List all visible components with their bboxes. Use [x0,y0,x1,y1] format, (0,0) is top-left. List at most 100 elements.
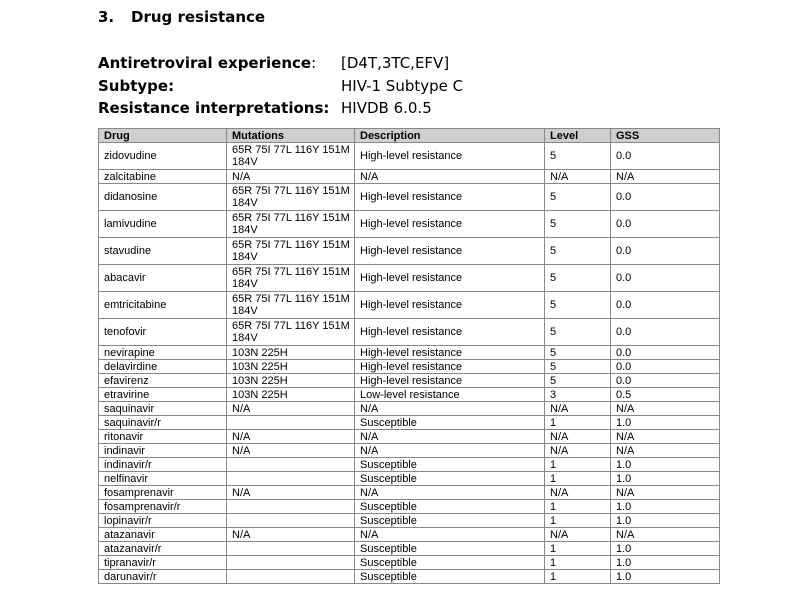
table-row: saquinavir N/A N/A N/A N/A [98,401,720,416]
cell-drug: abacavir [98,264,227,292]
cell-gss: 0.5 [610,387,720,402]
section-number: 3. [98,8,115,26]
cell-level: 1 [544,541,611,556]
cell-drug: darunavir/r [98,569,227,584]
cell-mutations [226,513,355,528]
info-row-subtype: Subtype: HIV-1 Subtype C [98,75,463,98]
table-row: nelfinavir Susceptible 1 1.0 [98,471,720,486]
table-row: atazanavir/r Susceptible 1 1.0 [98,541,720,556]
cell-mutations: N/A [226,429,355,444]
table-header-row: Drug Mutations Description Level GSS [98,128,720,143]
cell-level: 5 [544,318,611,346]
cell-gss: 1.0 [610,541,720,556]
table-row: indinavir N/A N/A N/A N/A [98,443,720,458]
info-value: [D4T,3TC,EFV] [341,54,450,72]
cell-level: N/A [544,443,611,458]
cell-gss: 1.0 [610,513,720,528]
header-mutations: Mutations [226,128,355,143]
cell-gss: 0.0 [610,237,720,265]
cell-gss: 1.0 [610,555,720,570]
cell-drug: fosamprenavir/r [98,499,227,514]
cell-mutations: N/A [226,169,355,184]
cell-description: Susceptible [354,457,545,472]
cell-mutations: 65R 75I 77L 116Y 151M 184V [226,210,355,238]
cell-description: High-level resistance [354,210,545,238]
cell-mutations [226,457,355,472]
cell-level: 1 [544,569,611,584]
cell-drug: atazanavir [98,527,227,542]
info-label: Antiretroviral experience: [98,54,317,72]
cell-mutations [226,569,355,584]
cell-gss: 1.0 [610,415,720,430]
cell-drug: didanosine [98,183,227,211]
table-row: nevirapine 103N 225H High-level resistance… [98,345,720,360]
cell-mutations: N/A [226,527,355,542]
cell-level: 5 [544,373,611,388]
cell-description: High-level resistance [354,291,545,319]
header-drug: Drug [98,128,227,143]
cell-level: 1 [544,457,611,472]
cell-description: N/A [354,527,545,542]
cell-gss: 0.0 [610,373,720,388]
cell-description: Susceptible [354,541,545,556]
table-row: saquinavir/r Susceptible 1 1.0 [98,415,720,430]
table-row: lopinavir/r Susceptible 1 1.0 [98,513,720,528]
table-row: lamivudine 65R 75I 77L 116Y 151M 184V High… [98,210,720,238]
cell-mutations: 65R 75I 77L 116Y 151M 184V [226,291,355,319]
cell-mutations: 103N 225H [226,373,355,388]
cell-drug: efavirenz [98,373,227,388]
cell-level: N/A [544,485,611,500]
cell-mutations: N/A [226,485,355,500]
cell-gss: 1.0 [610,457,720,472]
cell-drug: indinavir [98,443,227,458]
table-row: tipranavir/r Susceptible 1 1.0 [98,555,720,570]
cell-drug: nelfinavir [98,471,227,486]
cell-drug: lamivudine [98,210,227,238]
cell-description: High-level resistance [354,373,545,388]
cell-level: N/A [544,527,611,542]
table-row: stavudine 65R 75I 77L 116Y 151M 184V High-… [98,237,720,265]
cell-mutations: 103N 225H [226,359,355,374]
cell-mutations: N/A [226,401,355,416]
cell-gss: N/A [610,527,720,542]
cell-drug: zalcitabine [98,169,227,184]
cell-description: High-level resistance [354,237,545,265]
section-heading: 3. Drug resistance [98,8,265,26]
cell-description: Low-level resistance [354,387,545,402]
table-row: efavirenz 103N 225H High-level resistance 5… [98,373,720,388]
cell-description: High-level resistance [354,264,545,292]
info-label: Resistance interpretations: [98,99,330,117]
cell-drug: ritonavir [98,429,227,444]
cell-gss: N/A [610,169,720,184]
header-level: Level [544,128,611,143]
cell-drug: tipranavir/r [98,555,227,570]
table-row: fosamprenavir/r Susceptible 1 1.0 [98,499,720,514]
header-gss: GSS [610,128,720,143]
cell-description: Susceptible [354,415,545,430]
cell-gss: N/A [610,401,720,416]
cell-drug: stavudine [98,237,227,265]
cell-level: 1 [544,471,611,486]
cell-drug: delavirdine [98,359,227,374]
cell-drug: indinavir/r [98,457,227,472]
cell-level: 5 [544,210,611,238]
cell-description: Susceptible [354,569,545,584]
cell-description: High-level resistance [354,318,545,346]
cell-drug: zidovudine [98,142,227,170]
cell-level: 1 [544,555,611,570]
info-label: Subtype: [98,76,175,95]
cell-gss: 0.0 [610,183,720,211]
cell-drug: etravirine [98,387,227,402]
table-row: zidovudine 65R 75I 77L 116Y 151M 184V High… [98,142,720,170]
table-row: abacavir 65R 75I 77L 116Y 151M 184V High-l… [98,264,720,292]
cell-description: Susceptible [354,471,545,486]
cell-gss: 0.0 [610,318,720,346]
table-row: tenofovir 65R 75I 77L 116Y 151M 184V High-… [98,318,720,346]
info-row-interpretations: Resistance interpretations: HIVDB 6.0.5 [98,97,463,120]
cell-description: High-level resistance [354,359,545,374]
cell-mutations [226,541,355,556]
cell-gss: 1.0 [610,499,720,514]
cell-gss: 0.0 [610,359,720,374]
cell-level: 5 [544,359,611,374]
cell-gss: N/A [610,485,720,500]
